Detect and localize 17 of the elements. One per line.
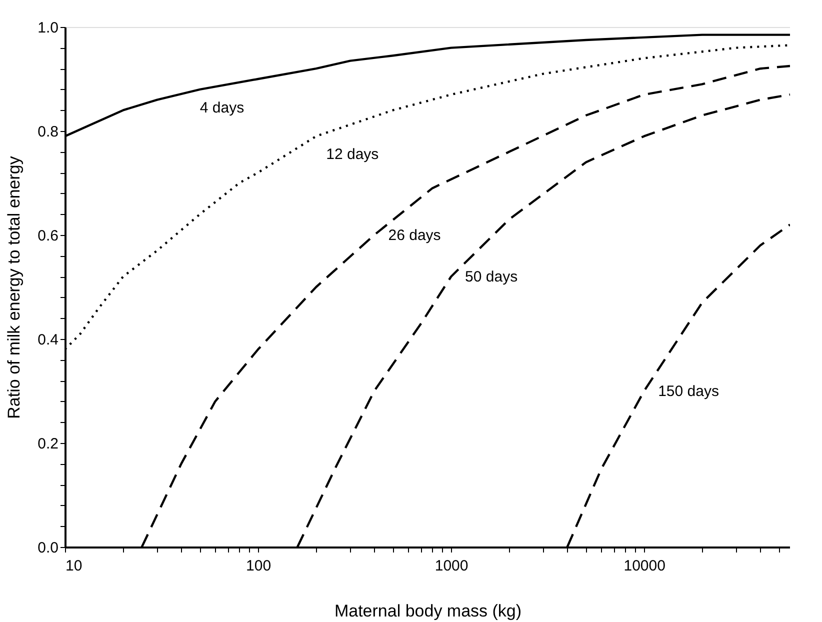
x-tick-label: 100 xyxy=(246,558,272,574)
x-tick-label: 1000 xyxy=(434,558,468,574)
x-tick-label: 10000 xyxy=(624,558,666,574)
series-label: 4 days xyxy=(200,99,244,116)
series-label: 12 days xyxy=(326,146,379,164)
series-label: 150 days xyxy=(658,383,719,400)
y-tick-label: 0.6 xyxy=(38,228,58,244)
x-axis-title: Maternal body mass (kg) xyxy=(334,602,522,620)
y-tick-label: 0.0 xyxy=(38,540,58,556)
y-tick-label: 0.2 xyxy=(38,436,58,452)
y-tick-label: 1.0 xyxy=(38,20,58,36)
x-tick-label: 10 xyxy=(66,558,82,574)
y-tick-label: 0.4 xyxy=(38,332,58,348)
y-axis-title: Ratio of milk energy to total energy xyxy=(4,156,24,419)
y-tick-label: 0.8 xyxy=(38,124,58,140)
series-label: 50 days xyxy=(465,268,518,286)
series-label: 26 days xyxy=(388,227,441,244)
